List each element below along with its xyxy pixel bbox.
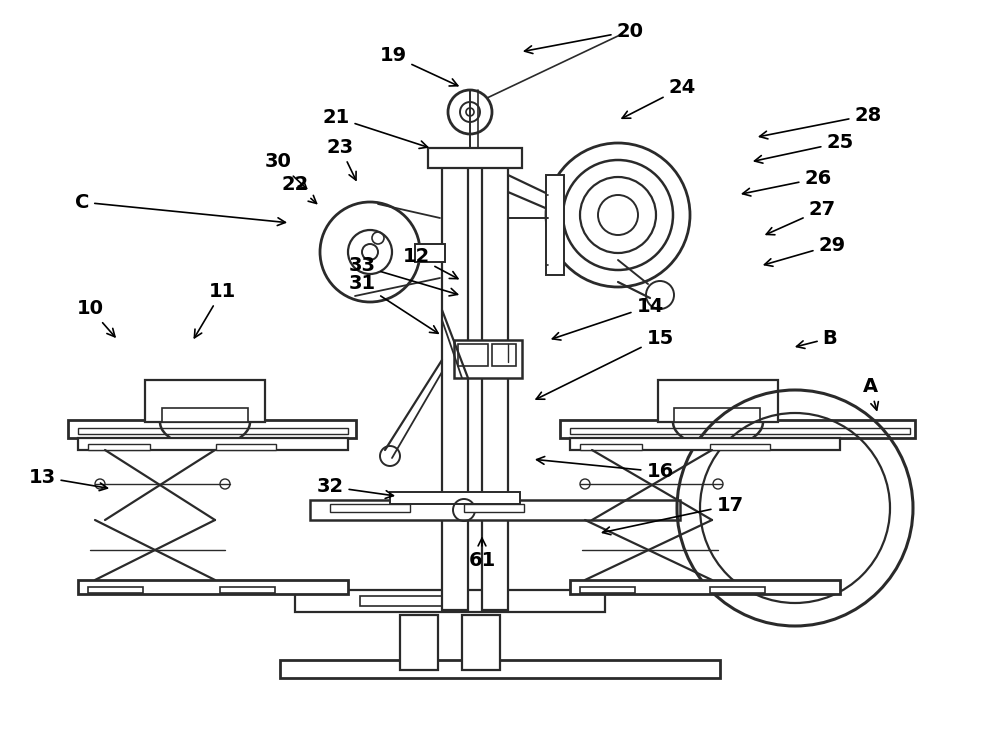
Text: 10: 10 (76, 299, 115, 337)
Text: 32: 32 (316, 477, 393, 499)
Text: 15: 15 (536, 328, 674, 399)
Text: 33: 33 (349, 256, 458, 296)
Bar (580, 444, 642, 450)
Text: C: C (75, 192, 285, 226)
Bar (492, 344, 516, 366)
Text: 17: 17 (603, 496, 744, 535)
Bar (78, 438, 348, 450)
Text: 11: 11 (194, 282, 236, 338)
Bar (464, 504, 524, 512)
Bar (560, 420, 915, 438)
Bar (462, 615, 500, 670)
Bar (458, 344, 488, 366)
Bar (442, 155, 468, 610)
Text: 20: 20 (525, 22, 644, 53)
Bar (570, 428, 910, 434)
Text: 26: 26 (743, 169, 832, 196)
Bar (330, 504, 410, 512)
Bar (570, 438, 840, 450)
Bar (454, 340, 522, 378)
Bar (295, 590, 605, 612)
Text: A: A (862, 377, 878, 410)
Bar (78, 428, 348, 434)
Bar (88, 587, 143, 593)
Bar (546, 175, 564, 275)
Text: 16: 16 (537, 456, 674, 481)
Bar (88, 444, 150, 450)
Bar (400, 615, 438, 670)
Text: 61: 61 (468, 538, 496, 571)
Text: 19: 19 (379, 46, 458, 86)
Text: 23: 23 (326, 137, 356, 180)
Bar (78, 580, 348, 594)
Text: 27: 27 (766, 200, 836, 235)
Bar (580, 587, 635, 593)
Bar (220, 587, 275, 593)
Text: B: B (796, 328, 837, 348)
Bar (310, 500, 680, 520)
Text: 22: 22 (281, 175, 317, 204)
Bar (145, 380, 265, 422)
Circle shape (466, 108, 474, 116)
Bar (482, 155, 508, 610)
Bar (428, 148, 522, 168)
Bar (674, 408, 760, 422)
Bar (280, 660, 720, 678)
Bar (710, 444, 770, 450)
Bar (710, 587, 765, 593)
Text: 31: 31 (348, 274, 438, 334)
Bar (415, 244, 445, 262)
Text: 13: 13 (28, 467, 107, 490)
Bar (390, 492, 520, 504)
Text: 21: 21 (322, 108, 428, 149)
Text: 29: 29 (764, 236, 846, 266)
Text: 12: 12 (402, 247, 458, 279)
Bar (360, 596, 450, 606)
Text: 24: 24 (622, 78, 696, 118)
Text: 14: 14 (552, 296, 664, 340)
Text: 28: 28 (760, 106, 882, 139)
Bar (216, 444, 276, 450)
Circle shape (598, 195, 638, 235)
Bar (68, 420, 356, 438)
Text: 25: 25 (755, 133, 854, 163)
Bar (570, 580, 840, 594)
Bar (162, 408, 248, 422)
Bar (658, 380, 778, 422)
Text: 30: 30 (265, 152, 307, 189)
